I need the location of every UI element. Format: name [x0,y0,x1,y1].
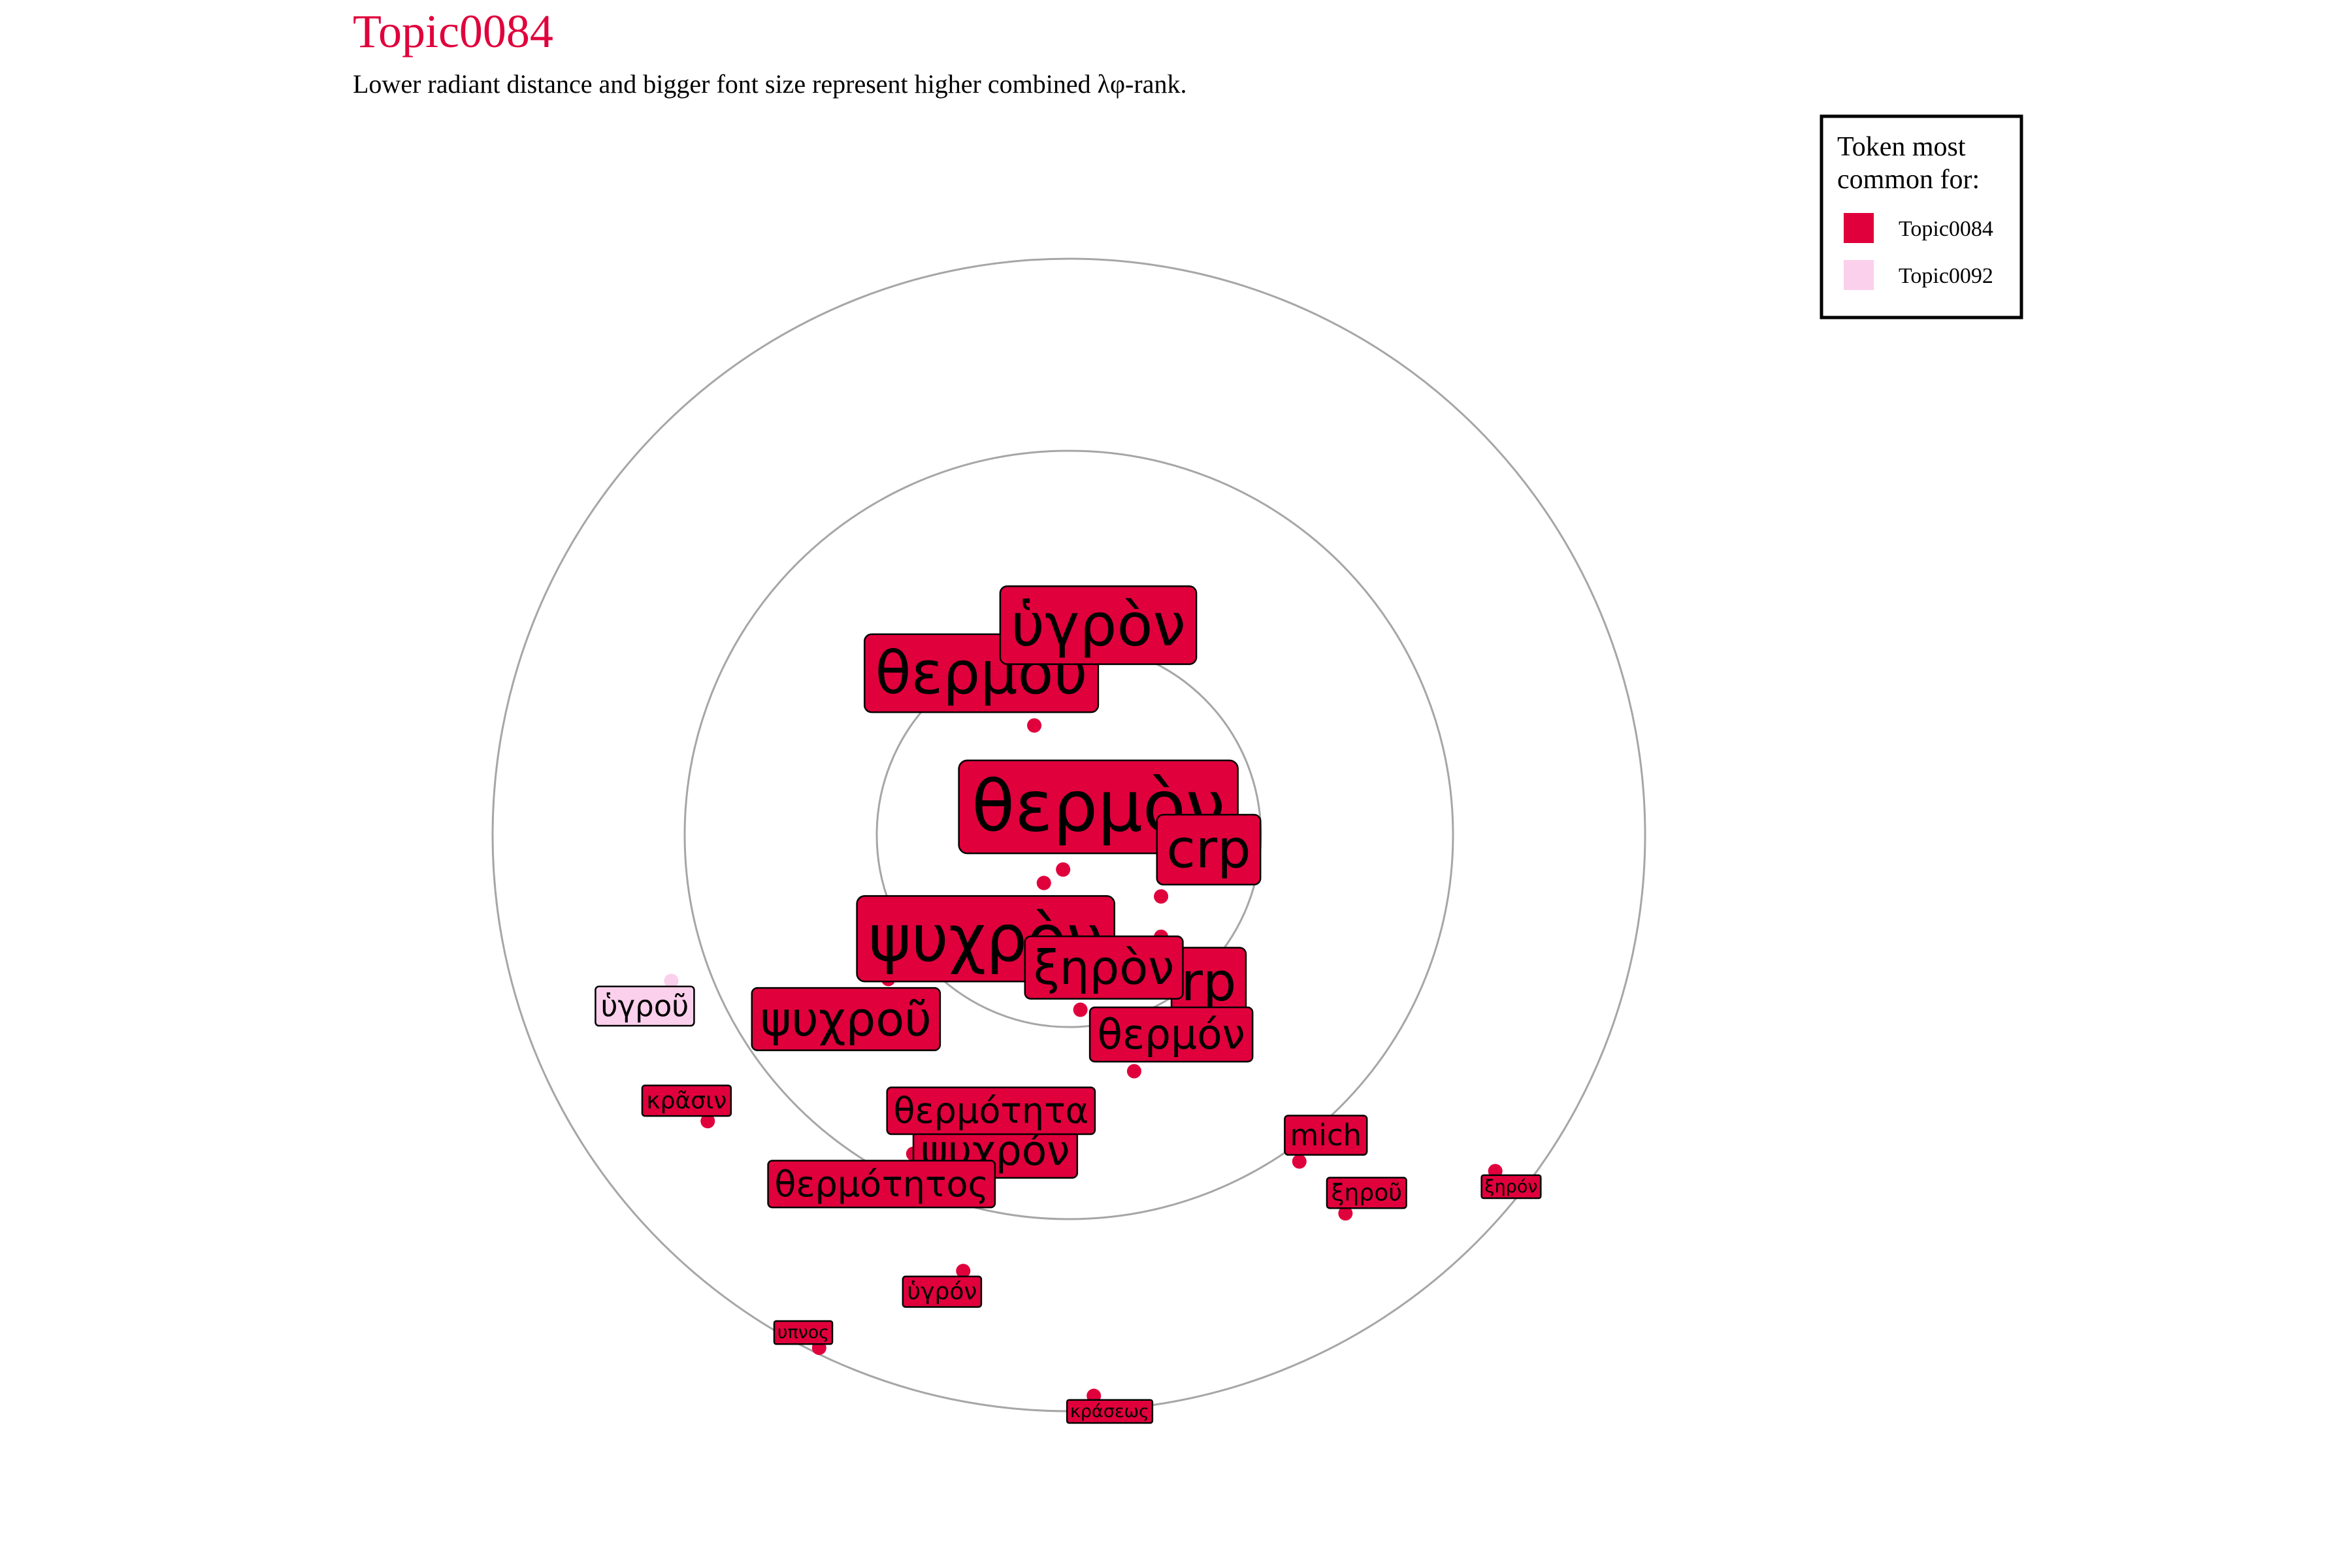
token-label-text: υπνος [777,1322,829,1343]
chart-title: Topic0084 [353,5,553,57]
token-label-text: θερμότητα [893,1090,1088,1132]
legend-label-topic0092: Topic0092 [1899,264,1993,288]
token-label-box [595,985,695,1027]
token-label: ψυχροῦ [751,987,941,1051]
token-label: ὑγρὸν [999,585,1198,665]
token-label: crp [1156,813,1262,886]
token-label: θερμόν [1088,1006,1254,1063]
token-label-box [1024,935,1184,1000]
token-label: ὑγροῦ [595,985,695,1027]
data-point [1154,889,1169,904]
token-label-text: mich [1290,1118,1362,1152]
token-label-text: ξηρόν [1485,1177,1538,1197]
token-label: θερμότητα [886,1086,1096,1135]
token-label-box [886,1086,1096,1135]
token-label-box [1480,1174,1542,1200]
token-label-box [902,1275,983,1308]
data-point [1036,875,1051,890]
token-label-box [1066,1399,1154,1424]
token-label-box [999,585,1198,665]
chart-subtitle: Lower radiant distance and bigger font s… [353,69,1186,99]
token-label-text: rp [1181,952,1237,1013]
legend-swatch-topic0092 [1844,260,1874,290]
token-label-text: θερμότητος [774,1164,988,1205]
token-label-box [1326,1177,1407,1209]
token-label: ξηροῦ [1326,1177,1407,1209]
data-point [700,1114,715,1129]
legend-swatch-topic0084 [1844,213,1874,243]
token-label: θερμότητος [767,1160,996,1209]
token-label-text: crp [1166,819,1250,881]
token-label: mich [1284,1115,1368,1156]
token-label-text: ξηρὸν [1034,940,1175,995]
token-label-text: θερμόν [1097,1011,1245,1058]
token-label-text: κράσεως [1070,1401,1149,1422]
token-label: rp [1170,947,1247,1019]
token-label-text: κρᾶσιν [646,1087,727,1114]
data-point [1292,1154,1307,1169]
radial-ring [683,449,1454,1220]
legend-label-topic0084: Topic0084 [1899,217,1993,241]
token-label-box [641,1085,732,1117]
token-label: ξηρὸν [1024,935,1184,1000]
legend: Token most common for: Topic0084 Topic00… [1820,114,2023,319]
token-label-box [1156,813,1262,886]
token-label: κράσεως [1066,1399,1154,1424]
token-label-box [773,1320,834,1345]
data-point [1073,1002,1088,1017]
token-label-box [1088,1006,1254,1063]
token-label-box [1284,1115,1368,1156]
token-label-text: ξηροῦ [1331,1179,1402,1206]
data-point [1056,862,1071,877]
token-label-text: ψυχροῦ [760,992,932,1047]
token-label: ὑγρόν [902,1275,983,1308]
data-point [1338,1206,1353,1221]
legend-title-line-2: common for: [1837,165,1980,195]
token-label-text: ὑγρὸν [1011,591,1186,659]
token-label: κρᾶσιν [641,1085,732,1117]
data-point [664,973,679,988]
token-label: υπνος [773,1320,834,1345]
token-label-box [767,1160,996,1209]
token-label-box [751,987,941,1051]
token-label-text: ὑγροῦ [601,988,689,1023]
data-point [956,1264,971,1279]
token-label-text: ὑγρόν [907,1279,977,1305]
data-point [1027,718,1042,733]
token-label: ξηρόν [1480,1174,1542,1200]
legend-title-line-1: Token most [1837,132,1966,162]
data-point [1126,1064,1141,1079]
